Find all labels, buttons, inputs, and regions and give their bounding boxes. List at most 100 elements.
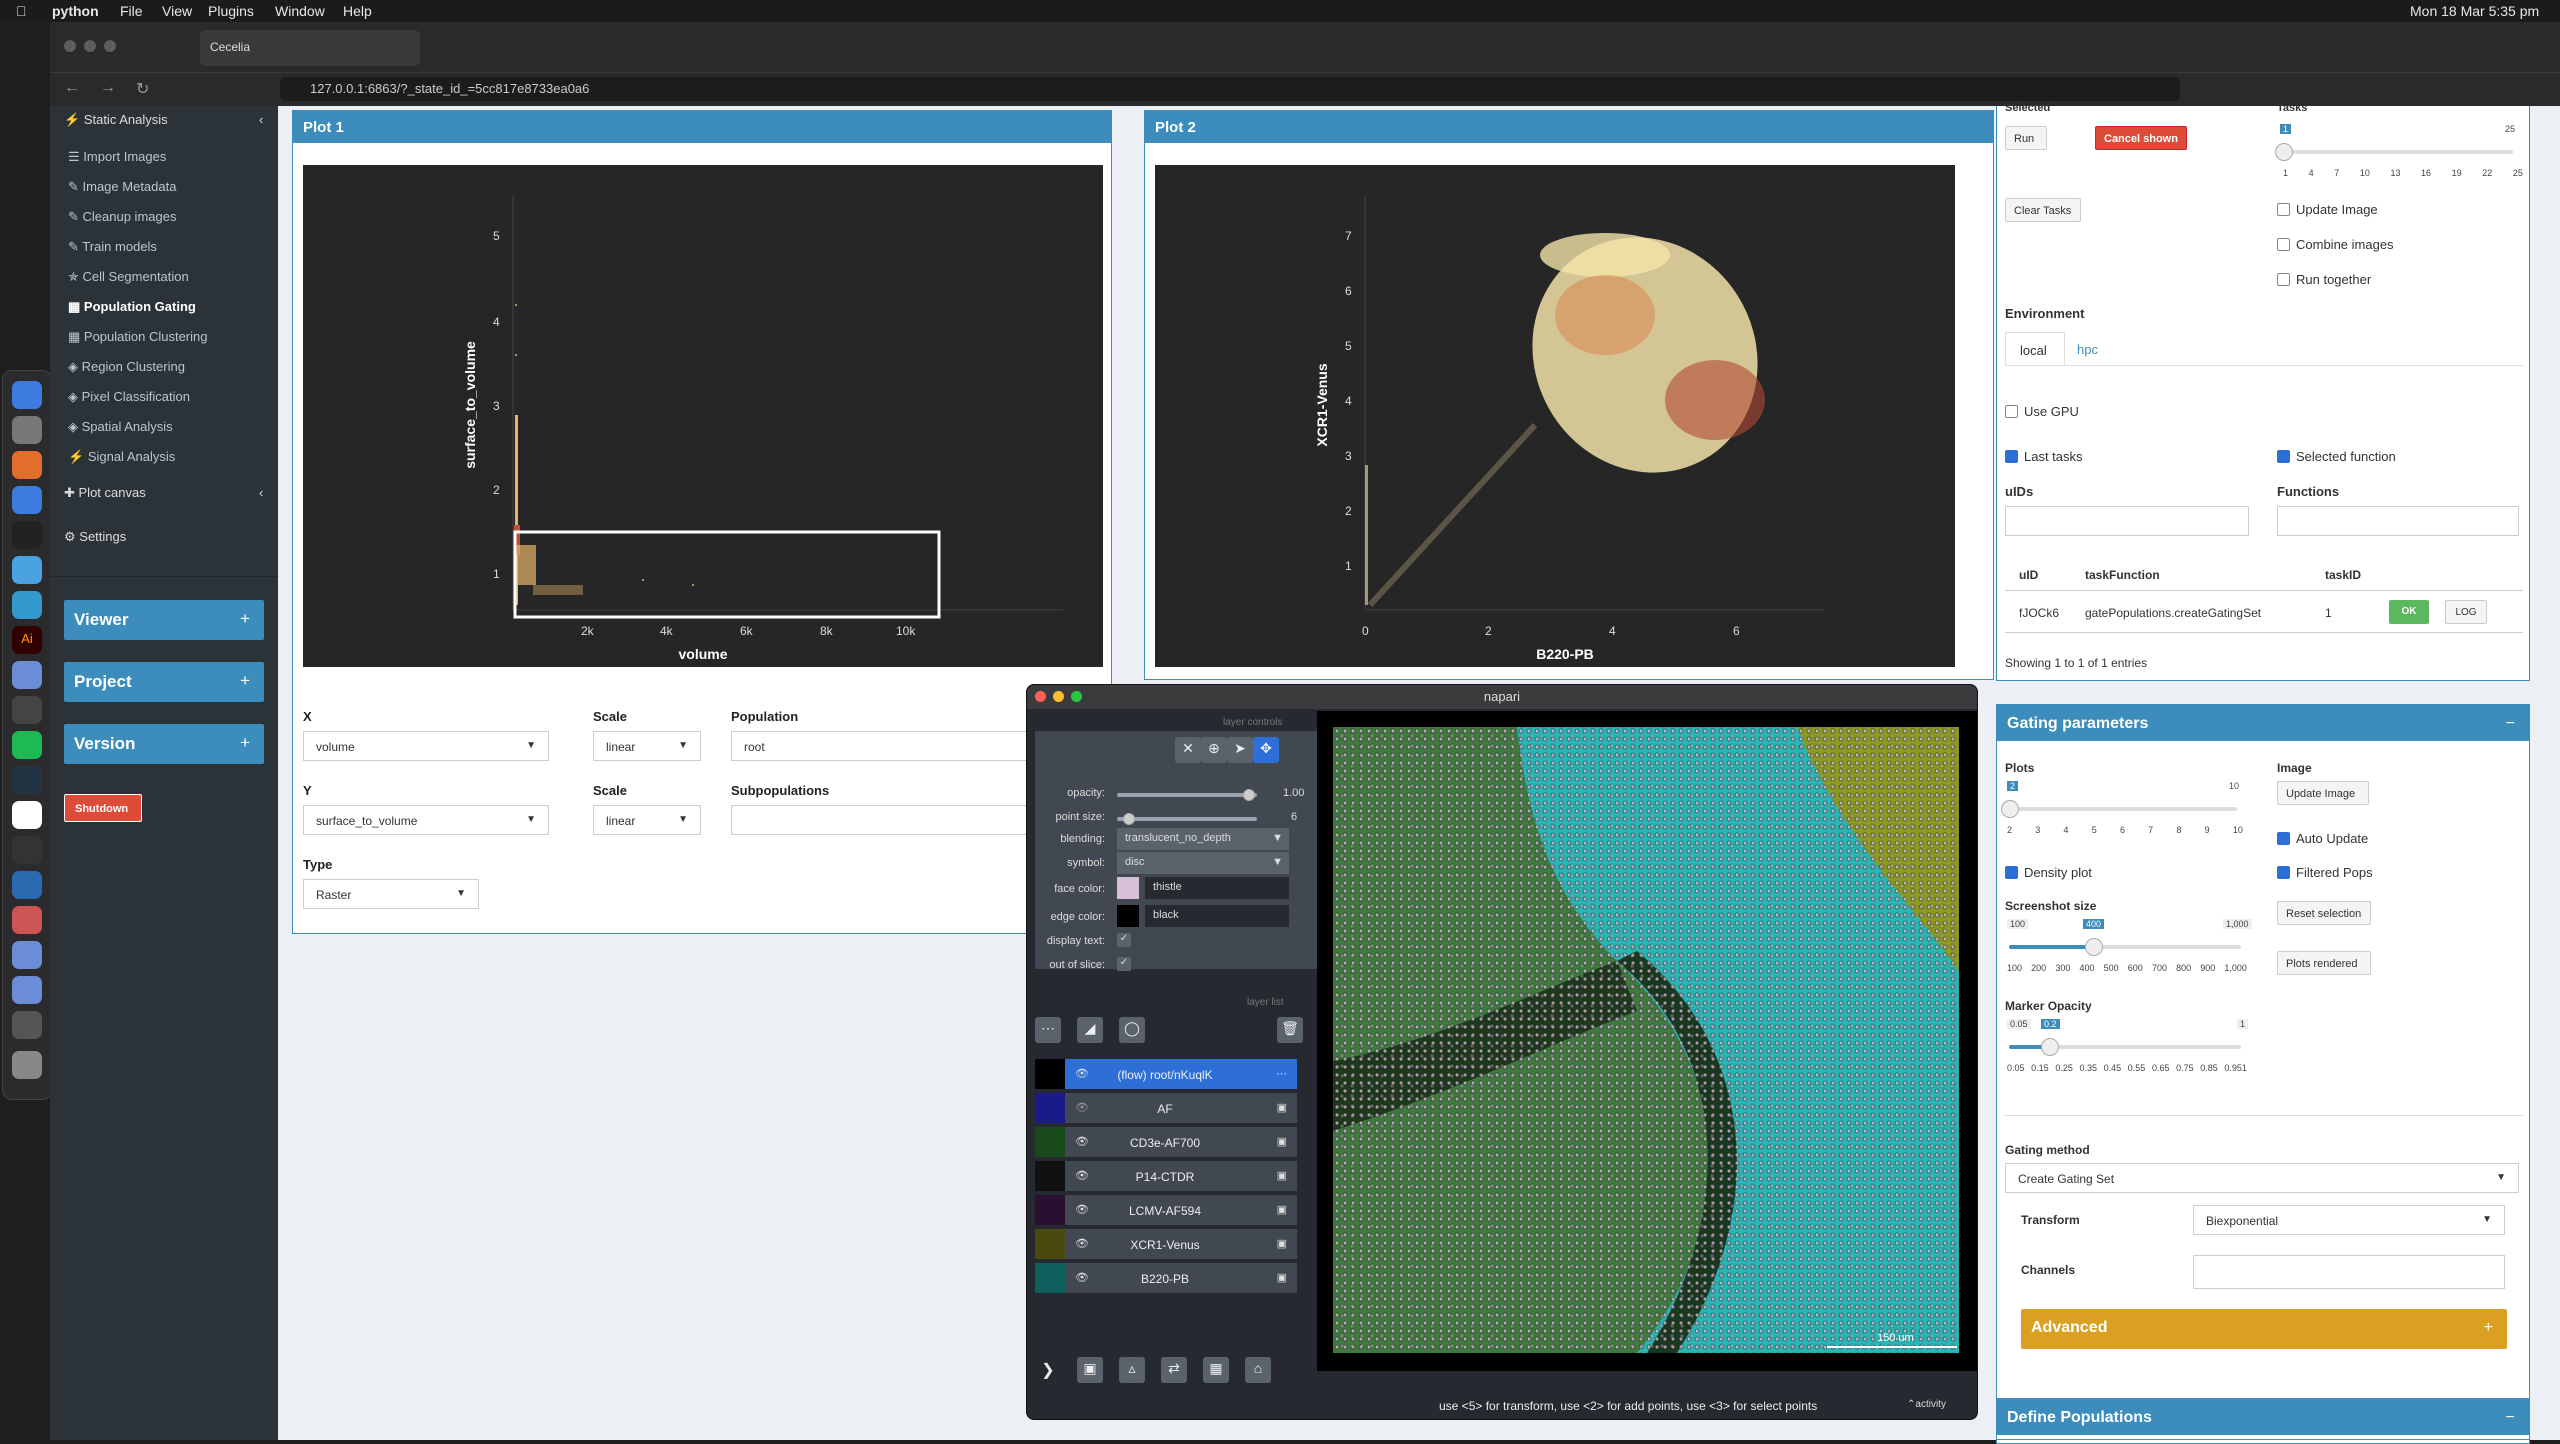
terminal-icon[interactable]	[12, 521, 42, 549]
pan-zoom-icon[interactable]: ✥	[1253, 737, 1279, 763]
plus-icon[interactable]: +	[240, 733, 250, 752]
app-name[interactable]: python	[52, 3, 99, 19]
slider-knob[interactable]	[1123, 813, 1135, 825]
slider-knob[interactable]	[2085, 938, 2103, 956]
y-select[interactable]: surface_to_volume ▼	[303, 805, 549, 835]
app-icon-4[interactable]	[12, 801, 42, 829]
cancel-shown-button[interactable]: Cancel shown	[2095, 126, 2187, 150]
back-icon[interactable]: ←	[64, 79, 80, 96]
sidebar-item-settings[interactable]: ⚙ Settings	[64, 529, 127, 544]
gating-method-select[interactable]: Create Gating Set ▼	[2005, 1163, 2519, 1193]
update-image-button[interactable]: Update Image	[2277, 781, 2369, 805]
fiji-icon[interactable]	[12, 766, 42, 794]
face-color-swatch[interactable]	[1117, 877, 1139, 899]
run-button[interactable]: Run	[2005, 126, 2047, 150]
display-text-checkbox[interactable]: ✓	[1117, 933, 1131, 947]
collapse-icon[interactable]: −	[2505, 1409, 2515, 1426]
app-icon-8[interactable]	[12, 941, 42, 969]
channels-input[interactable]	[2193, 1255, 2505, 1289]
log-button[interactable]: LOG	[2445, 600, 2487, 624]
address-bar[interactable]: 127.0.0.1:6863/?_state_id_=5cc817e8733ea…	[280, 77, 2180, 101]
layer-item-af[interactable]: 👁 AF ▣	[1035, 1093, 1297, 1123]
napari-canvas[interactable]: 150 um	[1317, 711, 1977, 1371]
eye-hidden-icon[interactable]: 👁	[1075, 1102, 1089, 1114]
y-scale-select[interactable]: linear ▼	[593, 805, 701, 835]
edge-color-input[interactable]: black	[1145, 905, 1289, 927]
zoom-window-icon[interactable]	[104, 40, 116, 52]
screenshot-slider[interactable]	[2009, 938, 2241, 956]
close-window-icon[interactable]	[1035, 691, 1046, 702]
chevron-left-icon[interactable]: ‹	[259, 112, 264, 127]
run-together-checkbox[interactable]: Run together	[2277, 272, 2371, 287]
eye-icon[interactable]: 👁	[1075, 1068, 1089, 1080]
clock[interactable]: Mon 18 Mar 5:35 pm	[2410, 3, 2540, 19]
collapse-icon[interactable]: −	[2505, 715, 2515, 732]
home-icon[interactable]: ⌂	[1245, 1357, 1271, 1383]
spotify-icon[interactable]	[12, 731, 42, 759]
transpose-icon[interactable]: ⇄	[1161, 1357, 1187, 1383]
blending-select[interactable]: translucent_no_depth ▼	[1117, 828, 1289, 850]
transform-select[interactable]: Biexponential ▼	[2193, 1205, 2505, 1235]
sidebar-item-import-images[interactable]: ☰ Import Images	[68, 149, 167, 164]
add-points-icon[interactable]: ⊕	[1201, 737, 1227, 763]
new-shapes-layer-icon[interactable]: ◢	[1077, 1017, 1103, 1043]
layer-item-lcmv[interactable]: 👁 LCMV-AF594 ▣	[1035, 1195, 1297, 1225]
forward-icon[interactable]: →	[100, 79, 116, 96]
menu-file[interactable]: File	[120, 3, 143, 19]
plot2-canvas[interactable]: 7 6 5 4 3 2 1 0 2 4 6 B220-PB XCR1-Venus	[1155, 165, 1955, 667]
uids-input[interactable]	[2005, 506, 2249, 536]
apple-icon[interactable]: 	[16, 3, 27, 19]
sidebar-item-signal-analysis[interactable]: ⚡ Signal Analysis	[68, 449, 176, 464]
col-taskfunction[interactable]: taskFunction	[2085, 568, 2160, 582]
roll-axes-icon[interactable]: ▵	[1119, 1357, 1145, 1383]
firefox-icon[interactable]	[12, 451, 42, 479]
face-color-input[interactable]: thistle	[1145, 877, 1289, 899]
slider-knob[interactable]	[2275, 143, 2293, 161]
tab-hpc[interactable]: hpc	[2077, 342, 2098, 357]
x-scale-select[interactable]: linear ▼	[593, 731, 701, 761]
close-window-icon[interactable]	[64, 40, 76, 52]
new-points-layer-icon[interactable]: ⋯	[1035, 1017, 1061, 1043]
type-select[interactable]: Raster ▼	[303, 879, 479, 909]
eye-icon[interactable]: 👁	[1075, 1170, 1089, 1182]
sidebar-item-spatial-analysis[interactable]: ◈ Spatial Analysis	[68, 419, 173, 434]
ok-button[interactable]: OK	[2389, 600, 2429, 624]
viewer-box[interactable]: Viewer +	[64, 600, 264, 640]
console-icon[interactable]: ❯	[1041, 1362, 1055, 1379]
menu-view[interactable]: View	[162, 3, 193, 19]
symbol-select[interactable]: disc ▼	[1117, 852, 1289, 874]
combine-images-checkbox[interactable]: Combine images	[2277, 237, 2394, 252]
app-icon-2[interactable]	[12, 661, 42, 689]
update-image-checkbox[interactable]: Update Image	[2277, 202, 2378, 217]
col-taskid[interactable]: taskID	[2325, 568, 2362, 582]
layer-item-xcr1[interactable]: 👁 XCR1-Venus ▣	[1035, 1229, 1297, 1259]
last-tasks-checkbox[interactable]: Last tasks	[2005, 449, 2083, 464]
delete-selected-icon[interactable]: ✕	[1175, 737, 1201, 763]
sidebar-item-cleanup-images[interactable]: ✎ Cleanup images	[68, 209, 177, 224]
subpopulations-input[interactable]	[731, 805, 1041, 835]
illustrator-icon[interactable]: Ai	[12, 626, 42, 654]
minimize-window-icon[interactable]	[1053, 691, 1064, 702]
sidebar-item-pixel-classification[interactable]: ◈ Pixel Classification	[68, 389, 190, 404]
app-icon-10[interactable]	[12, 1011, 42, 1039]
settings-icon[interactable]	[12, 416, 42, 444]
gate-rectangle[interactable]	[513, 530, 941, 619]
plots-slider[interactable]	[2001, 800, 2237, 818]
population-input[interactable]: root	[731, 731, 1041, 761]
version-box[interactable]: Version +	[64, 724, 264, 764]
col-uid[interactable]: uID	[2019, 568, 2039, 582]
preview-icon[interactable]	[12, 591, 42, 619]
new-labels-layer-icon[interactable]: ◯	[1119, 1017, 1145, 1043]
plots-rendered-button[interactable]: Plots rendered	[2277, 951, 2371, 975]
app-icon[interactable]	[12, 556, 42, 584]
x-select[interactable]: volume ▼	[303, 731, 549, 761]
point-size-slider[interactable]	[1117, 813, 1257, 825]
layer-item-b220[interactable]: 👁 B220-PB ▣	[1035, 1263, 1297, 1293]
app-icon-7[interactable]	[12, 906, 42, 934]
marker-opacity-slider[interactable]	[2009, 1038, 2241, 1056]
tasks-slider[interactable]	[2275, 143, 2513, 161]
filtered-pops-checkbox[interactable]: Filtered Pops	[2277, 865, 2373, 880]
ndisplay-icon[interactable]: ▣	[1077, 1357, 1103, 1383]
advanced-box[interactable]: Advanced +	[2021, 1309, 2507, 1349]
eye-icon[interactable]: 👁	[1075, 1204, 1089, 1216]
